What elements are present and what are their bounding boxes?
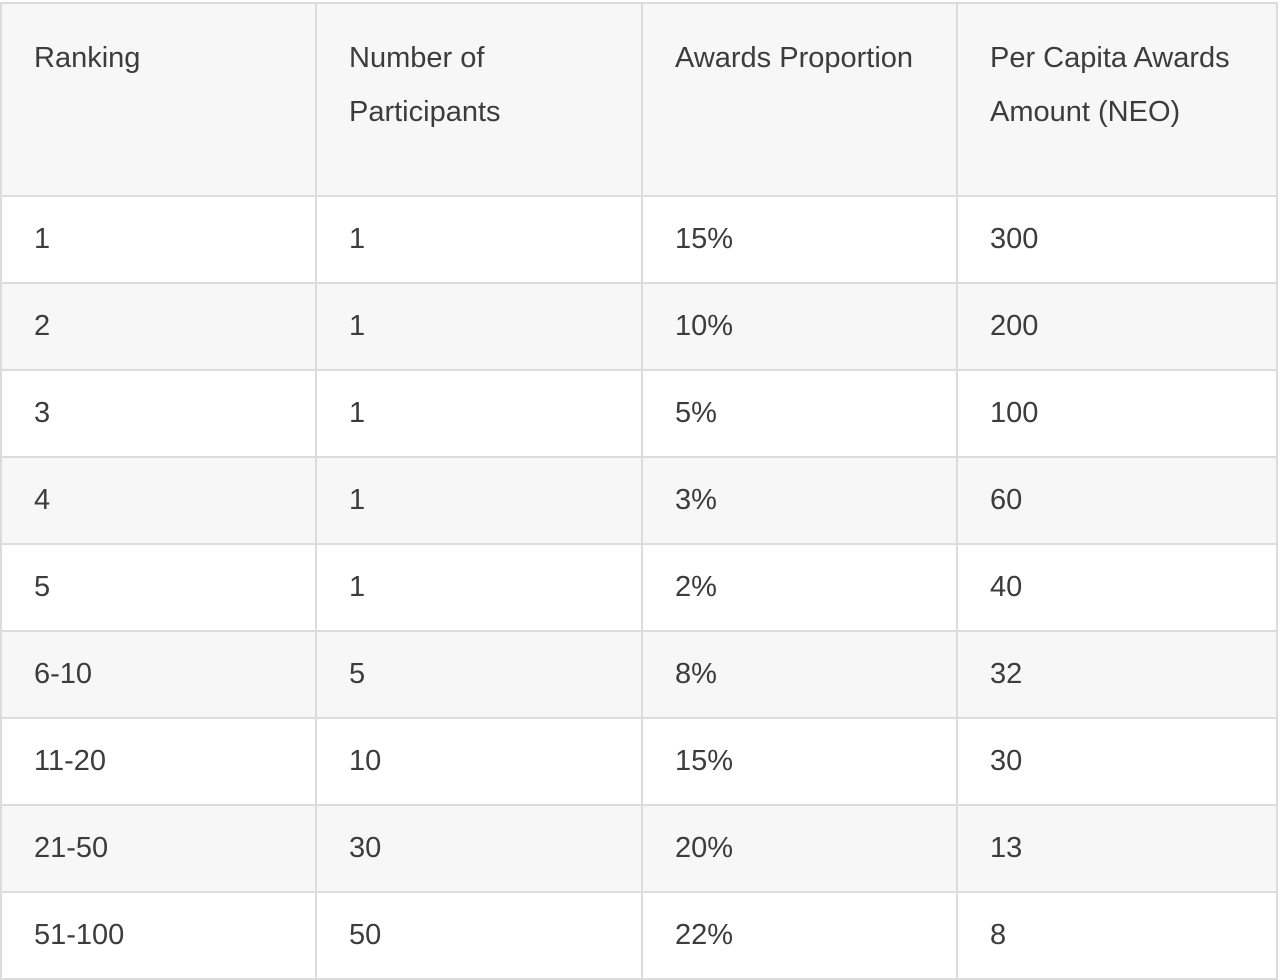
header-number-of-participants: Number of Participants — [315, 2, 643, 197]
table-body: 1 1 15% 300 2 1 10% 200 3 1 5% 100 4 1 3… — [0, 195, 1278, 980]
cell-proportion: 15% — [641, 195, 958, 284]
cell-ranking: 3 — [0, 369, 317, 458]
cell-proportion: 15% — [641, 717, 958, 806]
cell-ranking: 6-10 — [0, 630, 317, 719]
cell-amount: 8 — [956, 891, 1278, 980]
cell-amount: 300 — [956, 195, 1278, 284]
cell-ranking: 51-100 — [0, 891, 317, 980]
cell-participants: 50 — [315, 891, 643, 980]
cell-proportion: 3% — [641, 456, 958, 545]
cell-amount: 60 — [956, 456, 1278, 545]
table-row: 21-50 30 20% 13 — [0, 804, 1278, 893]
table-row: 51-100 50 22% 8 — [0, 891, 1278, 980]
table-row: 2 1 10% 200 — [0, 282, 1278, 371]
cell-participants: 1 — [315, 543, 643, 632]
header-ranking: Ranking — [0, 2, 317, 197]
table-row: 5 1 2% 40 — [0, 543, 1278, 632]
cell-participants: 1 — [315, 456, 643, 545]
cell-amount: 40 — [956, 543, 1278, 632]
cell-ranking: 2 — [0, 282, 317, 371]
cell-ranking: 1 — [0, 195, 317, 284]
cell-amount: 30 — [956, 717, 1278, 806]
cell-proportion: 8% — [641, 630, 958, 719]
cell-participants: 1 — [315, 195, 643, 284]
cell-ranking: 5 — [0, 543, 317, 632]
cell-ranking: 4 — [0, 456, 317, 545]
table-header: Ranking Number of Participants Awards Pr… — [0, 2, 1278, 197]
cell-participants: 5 — [315, 630, 643, 719]
cell-ranking: 11-20 — [0, 717, 317, 806]
cell-amount: 13 — [956, 804, 1278, 893]
header-row: Ranking Number of Participants Awards Pr… — [0, 2, 1278, 197]
table-row: 6-10 5 8% 32 — [0, 630, 1278, 719]
cell-participants: 10 — [315, 717, 643, 806]
cell-amount: 100 — [956, 369, 1278, 458]
header-awards-proportion: Awards Proportion — [641, 2, 958, 197]
cell-participants: 30 — [315, 804, 643, 893]
cell-proportion: 10% — [641, 282, 958, 371]
header-per-capita-awards-amount: Per Capita Awards Amount (NEO) — [956, 2, 1278, 197]
cell-proportion: 20% — [641, 804, 958, 893]
cell-participants: 1 — [315, 369, 643, 458]
cell-ranking: 21-50 — [0, 804, 317, 893]
table-row: 1 1 15% 300 — [0, 195, 1278, 284]
cell-amount: 200 — [956, 282, 1278, 371]
table-row: 11-20 10 15% 30 — [0, 717, 1278, 806]
cell-proportion: 2% — [641, 543, 958, 632]
cell-participants: 1 — [315, 282, 643, 371]
table-row: 3 1 5% 100 — [0, 369, 1278, 458]
cell-proportion: 5% — [641, 369, 958, 458]
table-row: 4 1 3% 60 — [0, 456, 1278, 545]
cell-amount: 32 — [956, 630, 1278, 719]
cell-proportion: 22% — [641, 891, 958, 980]
